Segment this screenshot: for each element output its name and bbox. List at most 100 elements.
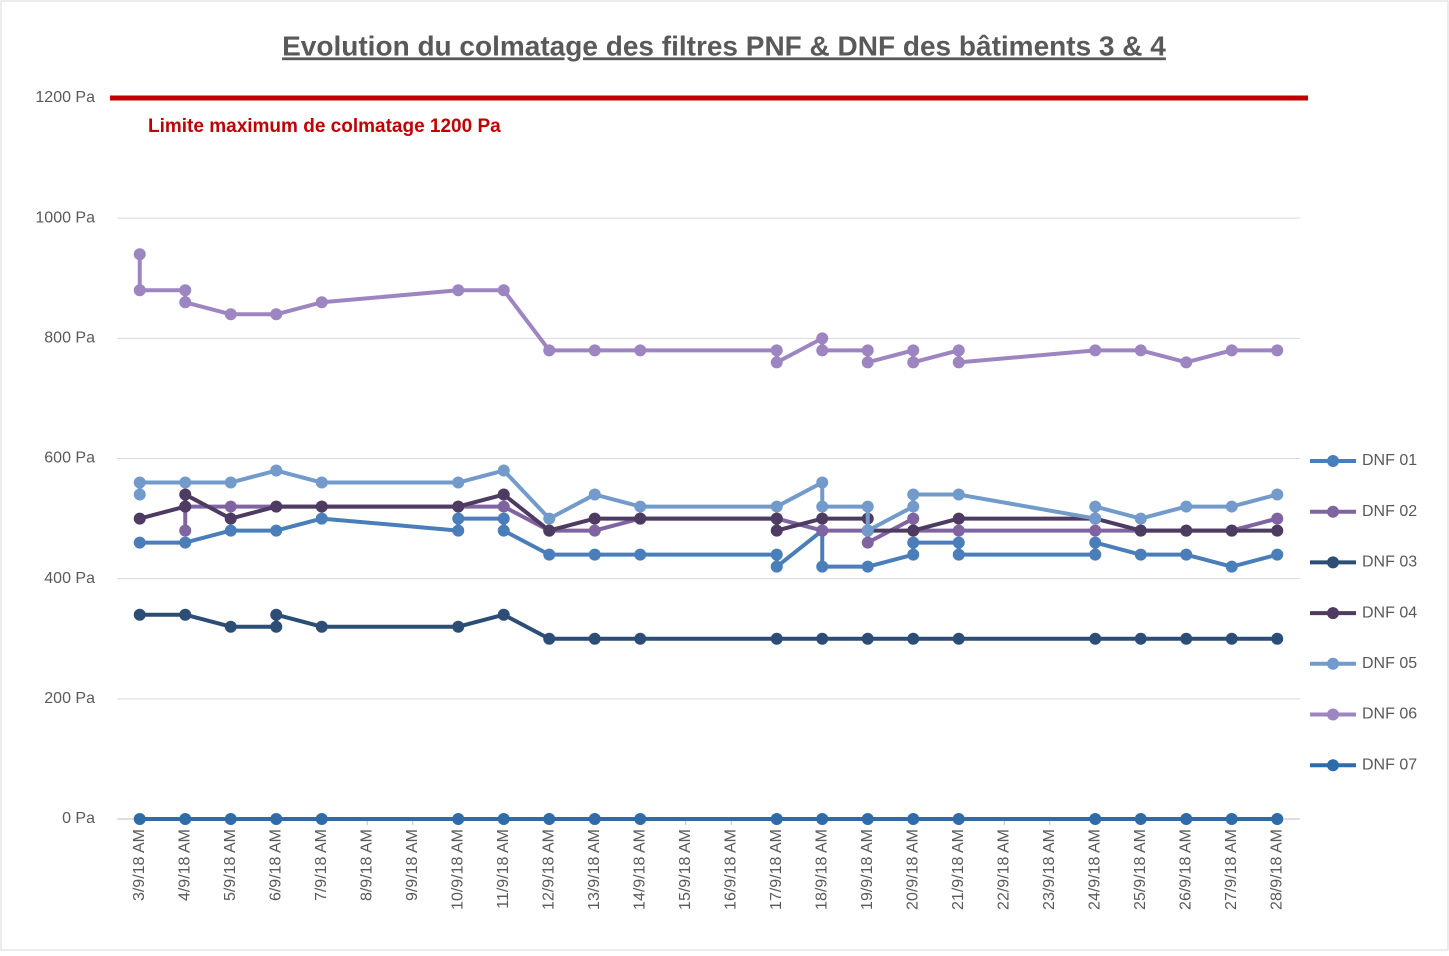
x-tick-label: 11/9/18 AM: [495, 829, 512, 909]
x-tick-label: 8/9/18 AM: [358, 829, 375, 901]
data-point: [861, 344, 874, 357]
data-point: [770, 560, 783, 573]
legend-marker: [1327, 657, 1339, 670]
data-point: [1134, 512, 1147, 525]
data-point: [952, 524, 965, 537]
data-point: [179, 500, 192, 513]
x-tick-label: 7/9/18 AM: [313, 829, 330, 901]
data-point: [634, 632, 647, 645]
data-point: [179, 284, 192, 297]
data-point: [952, 488, 965, 501]
data-point: [907, 500, 920, 513]
x-tick-label: 18/9/18 AM: [813, 829, 830, 910]
y-tick-label: 200 Pa: [44, 690, 95, 707]
data-point: [634, 500, 647, 513]
data-point: [952, 548, 965, 561]
data-point: [588, 512, 601, 525]
data-point: [952, 813, 965, 825]
data-point: [133, 284, 146, 297]
data-point: [1134, 524, 1147, 537]
data-point: [588, 344, 601, 357]
data-point: [816, 632, 829, 645]
data-point: [1089, 500, 1102, 513]
data-point: [179, 608, 192, 621]
data-point: [1089, 813, 1102, 825]
data-point: [270, 620, 283, 633]
data-point: [497, 512, 510, 525]
data-point: [133, 608, 146, 621]
data-point: [588, 632, 601, 645]
data-point: [270, 464, 283, 477]
data-point: [907, 356, 920, 369]
x-tick-label: 19/9/18 AM: [859, 829, 876, 910]
data-point: [452, 620, 465, 633]
x-tick-label: 9/9/18 AM: [404, 829, 421, 901]
legend-marker: [1327, 607, 1339, 620]
legend-label: DNF 03: [1362, 554, 1417, 571]
legend-marker: [1327, 505, 1339, 518]
data-point: [497, 464, 510, 477]
data-point: [1271, 813, 1284, 825]
data-point: [770, 632, 783, 645]
data-point: [1134, 632, 1147, 645]
x-tick-label: 5/9/18 AM: [222, 829, 239, 901]
data-point: [224, 512, 237, 525]
data-point: [179, 524, 192, 537]
data-point: [1225, 560, 1238, 573]
data-point: [770, 548, 783, 561]
data-point: [816, 332, 829, 345]
data-point: [952, 512, 965, 525]
data-point: [1089, 548, 1102, 561]
data-point: [224, 500, 237, 513]
x-tick-label: 21/9/18 AM: [950, 829, 967, 910]
data-point: [770, 344, 783, 357]
x-tick-label: 16/9/18 AM: [722, 829, 739, 910]
data-point: [179, 296, 192, 309]
x-tick-label: 22/9/18 AM: [995, 829, 1012, 910]
y-tick-label: 1000 Pa: [35, 209, 95, 226]
data-point: [907, 536, 920, 549]
data-point: [315, 620, 328, 633]
data-point: [952, 536, 965, 549]
data-point: [315, 476, 328, 489]
data-point: [1134, 548, 1147, 561]
legend-label: DNF 02: [1362, 503, 1417, 520]
data-point: [1089, 344, 1102, 357]
data-point: [861, 536, 874, 549]
y-tick-label: 1200 Pa: [35, 89, 95, 106]
data-point: [179, 476, 192, 489]
y-tick-label: 400 Pa: [44, 570, 95, 587]
data-point: [497, 524, 510, 537]
data-point: [861, 356, 874, 369]
data-point: [634, 512, 647, 525]
data-point: [315, 512, 328, 525]
data-point: [816, 344, 829, 357]
data-point: [1271, 488, 1284, 501]
data-point: [452, 512, 465, 525]
data-point: [1180, 548, 1193, 561]
x-tick-label: 24/9/18 AM: [1086, 829, 1103, 910]
data-point: [770, 813, 783, 825]
y-tick-label: 600 Pa: [44, 450, 95, 467]
data-point: [861, 813, 874, 825]
data-point: [907, 512, 920, 525]
data-point: [1089, 524, 1102, 537]
data-point: [1134, 813, 1147, 825]
chart-title: Evolution du colmatage des filtres PNF &…: [282, 30, 1166, 61]
x-tick-label: 23/9/18 AM: [1041, 829, 1058, 910]
data-point: [133, 488, 146, 501]
data-point: [952, 632, 965, 645]
data-point: [497, 284, 510, 297]
x-tick-label: 6/9/18 AM: [267, 829, 284, 901]
data-point: [1180, 524, 1193, 537]
data-point: [1180, 500, 1193, 513]
data-point: [1271, 524, 1284, 537]
y-tick-label: 800 Pa: [44, 330, 95, 347]
data-point: [1225, 813, 1238, 825]
data-point: [179, 813, 192, 825]
data-point: [588, 813, 601, 825]
data-point: [224, 308, 237, 321]
data-point: [270, 524, 283, 537]
